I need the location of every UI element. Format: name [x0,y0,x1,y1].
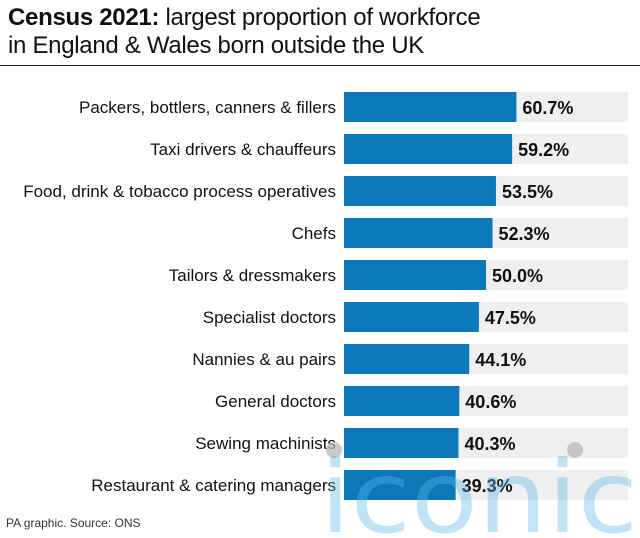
watermark-text: iconic [320,439,638,538]
category-label: Packers, bottlers, canners & fillers [79,98,336,117]
source-note: PA graphic. Source: ONS [6,516,141,530]
bar [344,470,456,500]
value-label: 60.7% [522,98,573,118]
value-label: 53.5% [502,182,553,202]
chart-title-bold: Census 2021: [8,4,160,31]
bar [344,260,486,290]
chart-title-line2: in England & Wales born outside the UK [8,32,424,59]
category-label: Tailors & dressmakers [169,266,336,285]
value-label: 52.3% [499,224,550,244]
category-label: Taxi drivers & chauffeurs [150,140,336,159]
category-label: Food, drink & tobacco process operatives [23,182,336,201]
value-label: 59.2% [518,140,569,160]
bar [344,218,493,248]
chart-title: Census 2021: largest proportion of workf… [8,4,632,60]
title-divider [0,65,640,66]
bar [344,176,496,206]
value-label: 50.0% [492,266,543,286]
value-label: 40.3% [464,434,515,454]
bar [344,134,513,164]
bar [344,344,470,374]
chart-title-line1: largest proportion of workforce [159,4,481,31]
bar [344,92,517,122]
category-label: Sewing machinists [195,434,336,453]
category-label: Specialist doctors [203,308,336,327]
category-label: Nannies & au pairs [192,350,336,369]
category-label: General doctors [215,392,336,411]
value-label: 44.1% [475,350,526,370]
value-label: 47.5% [485,308,536,328]
bar [344,386,460,416]
category-label: Restaurant & catering managers [91,476,336,495]
value-label: 40.6% [465,392,516,412]
bar [344,302,479,332]
bar [344,428,459,458]
value-label: 39.3% [462,476,513,496]
category-label: Chefs [292,224,336,243]
watermark-logo: iconic [320,439,638,538]
